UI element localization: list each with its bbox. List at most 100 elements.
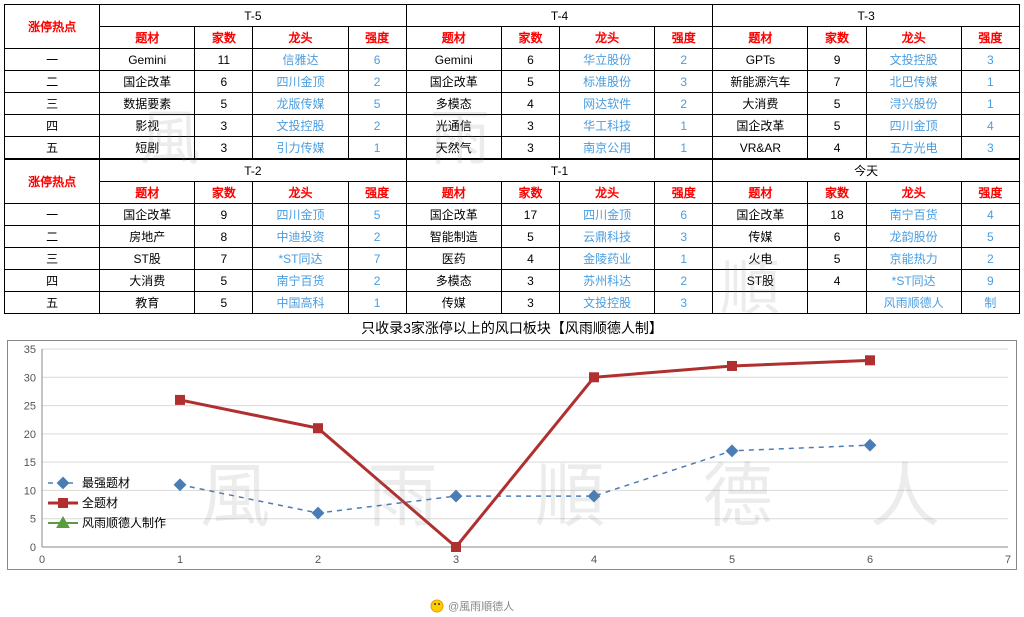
strength-cell: 1	[655, 248, 713, 270]
chart-legend: 最强题材全题材风雨顺德人制作	[48, 471, 166, 534]
chart-title: 只收录3家涨停以上的风口板块【风雨顺德人制】	[4, 318, 1020, 338]
strength-cell: 1	[961, 71, 1019, 93]
svg-text:5: 5	[30, 514, 36, 526]
strength-cell: 3	[655, 226, 713, 248]
row-label: 五	[5, 137, 100, 159]
count-cell: 3	[195, 115, 253, 137]
leader-cell: 中迪投资	[253, 226, 348, 248]
strength-cell: 2	[655, 270, 713, 292]
count-cell: 3	[195, 137, 253, 159]
svg-text:4: 4	[591, 554, 597, 566]
svg-text:0: 0	[39, 554, 45, 566]
count-cell: 5	[808, 93, 866, 115]
leader-cell: 华立股份	[560, 49, 655, 71]
theme-cell: 影视	[100, 115, 195, 137]
leader-cell: 网达软件	[560, 93, 655, 115]
count-cell: 4	[808, 137, 866, 159]
strength-cell: 4	[961, 204, 1019, 226]
leader-cell: 四川金顶	[253, 204, 348, 226]
line-chart: 0510152025303501234567 最强题材全题材风雨顺德人制作	[7, 340, 1017, 570]
svg-text:15: 15	[24, 457, 36, 469]
leader-cell: 龙版传媒	[253, 93, 348, 115]
theme-cell: 天然气	[406, 137, 501, 159]
svg-text:7: 7	[1005, 554, 1011, 566]
period-head: 今天	[713, 160, 1020, 182]
legend-item: 全题材	[48, 494, 166, 511]
col-leader: 龙头	[253, 182, 348, 204]
leader-cell: 华工科技	[560, 115, 655, 137]
count-cell: 6	[501, 49, 559, 71]
col-count: 家数	[501, 182, 559, 204]
count-cell: 9	[808, 49, 866, 71]
strength-cell: 2	[348, 270, 406, 292]
strength-cell: 6	[655, 204, 713, 226]
col-theme: 题材	[100, 182, 195, 204]
col-theme: 题材	[406, 27, 501, 49]
table-row: 五教育5中国高科1传媒3文投控股3风雨顺德人制	[5, 292, 1020, 314]
count-cell: 4	[501, 93, 559, 115]
table-bottom: 涨停热点 T-2 T-1 今天 题材 家数 龙头 强度 题材 家数 龙头 强度 …	[4, 159, 1020, 314]
theme-cell: Gemini	[100, 49, 195, 71]
leader-cell: 四川金顶	[560, 204, 655, 226]
leader-cell: 金陵药业	[560, 248, 655, 270]
theme-cell: 医药	[406, 248, 501, 270]
col-theme: 题材	[406, 182, 501, 204]
hot-label: 涨停热点	[5, 5, 100, 49]
strength-cell: 6	[348, 49, 406, 71]
col-count: 家数	[195, 182, 253, 204]
legend-item: 最强题材	[48, 474, 166, 491]
column-header-row: 题材 家数 龙头 强度 题材 家数 龙头 强度 题材 家数 龙头 强度	[5, 182, 1020, 204]
leader-cell: 龙韵股份	[866, 226, 961, 248]
leader-cell: 五方光电	[866, 137, 961, 159]
count-cell: 5	[501, 71, 559, 93]
theme-cell: 国企改革	[406, 71, 501, 93]
period-head: T-2	[100, 160, 407, 182]
count-cell: 3	[501, 115, 559, 137]
count-cell: 4	[501, 248, 559, 270]
strength-cell: 制	[961, 292, 1019, 314]
col-leader: 龙头	[560, 27, 655, 49]
strength-cell: 2	[348, 71, 406, 93]
table-row: 一Gemini11信雅达6Gemini6华立股份2GPTs9文投控股3	[5, 49, 1020, 71]
strength-cell: 5	[348, 93, 406, 115]
theme-cell: 国企改革	[100, 71, 195, 93]
theme-cell: 传媒	[406, 292, 501, 314]
table-row: 二国企改革6四川金顶2国企改革5标准股份3新能源汽车7北巴传媒1	[5, 71, 1020, 93]
strength-cell: 4	[961, 115, 1019, 137]
col-leader: 龙头	[253, 27, 348, 49]
row-label: 三	[5, 93, 100, 115]
col-strength: 强度	[961, 182, 1019, 204]
col-strength: 强度	[348, 27, 406, 49]
theme-cell: 国企改革	[100, 204, 195, 226]
theme-cell: 教育	[100, 292, 195, 314]
count-cell: 8	[195, 226, 253, 248]
svg-text:1: 1	[177, 554, 183, 566]
row-label: 五	[5, 292, 100, 314]
leader-cell: *ST同达	[253, 248, 348, 270]
col-strength: 强度	[961, 27, 1019, 49]
leader-cell: 引力传媒	[253, 137, 348, 159]
leader-cell: 四川金顶	[866, 115, 961, 137]
footer-watermark: @風雨順德人	[430, 598, 514, 614]
theme-cell: 多模态	[406, 270, 501, 292]
theme-cell: GPTs	[713, 49, 808, 71]
strength-cell: 3	[961, 49, 1019, 71]
row-label: 四	[5, 115, 100, 137]
strength-cell: 1	[348, 292, 406, 314]
strength-cell: 2	[655, 93, 713, 115]
theme-cell: 国企改革	[713, 115, 808, 137]
table-row: 四大消费5南宁百货2多模态3苏州科达2ST股4*ST同达9	[5, 270, 1020, 292]
svg-text:6: 6	[867, 554, 873, 566]
theme-cell: 房地产	[100, 226, 195, 248]
strength-cell: 2	[348, 226, 406, 248]
period-head: T-4	[406, 5, 713, 27]
theme-cell: 新能源汽车	[713, 71, 808, 93]
theme-cell: 大消费	[100, 270, 195, 292]
legend-label: 风雨顺德人制作	[82, 514, 166, 531]
table-row: 四影视3文投控股2光通信3华工科技1国企改革5四川金顶4	[5, 115, 1020, 137]
strength-cell: 2	[655, 49, 713, 71]
count-cell	[808, 292, 866, 314]
count-cell: 4	[808, 270, 866, 292]
count-cell: 5	[195, 292, 253, 314]
period-head: T-1	[406, 160, 713, 182]
